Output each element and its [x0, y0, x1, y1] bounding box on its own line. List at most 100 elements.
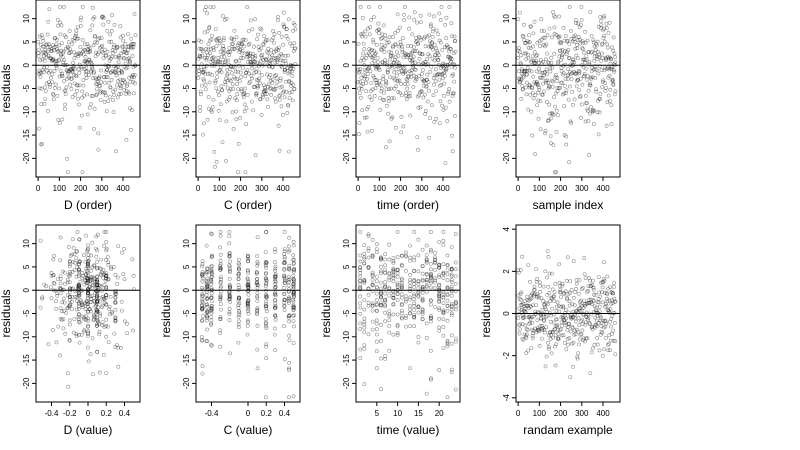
data-point — [273, 317, 278, 322]
data-point — [242, 92, 247, 96]
data-point — [609, 57, 614, 62]
data-point — [391, 276, 396, 281]
data-point — [541, 73, 546, 78]
data-point — [95, 318, 100, 323]
data-point — [249, 59, 254, 64]
data-point — [48, 285, 53, 290]
data-point — [444, 67, 449, 71]
data-point — [122, 88, 127, 92]
data-point — [115, 275, 120, 280]
data-point — [222, 36, 226, 40]
data-point — [557, 280, 562, 285]
data-point — [536, 326, 540, 331]
data-point — [77, 312, 81, 317]
data-point — [588, 321, 592, 326]
data-point — [205, 11, 210, 16]
data-point — [602, 260, 607, 265]
data-point — [79, 275, 84, 280]
data-point — [238, 41, 243, 46]
data-point — [442, 81, 447, 86]
data-point — [449, 34, 454, 39]
data-point — [424, 336, 429, 340]
data-point — [569, 36, 574, 41]
data-point — [535, 53, 540, 58]
data-point — [247, 41, 252, 46]
data-point — [383, 36, 388, 41]
data-point — [536, 90, 541, 95]
data-point — [264, 295, 269, 300]
data-point — [384, 103, 389, 108]
data-point — [56, 324, 61, 329]
data-point — [610, 298, 615, 303]
data-point — [404, 55, 409, 60]
data-point — [102, 271, 107, 276]
data-point — [525, 303, 529, 308]
data-point — [248, 56, 253, 61]
data-point — [236, 319, 241, 324]
data-point — [86, 316, 90, 321]
data-point — [228, 67, 233, 71]
data-point — [200, 307, 205, 312]
data-point — [205, 266, 210, 271]
data-point — [45, 68, 50, 73]
data-point — [419, 89, 424, 94]
data-point — [218, 331, 223, 336]
data-point — [408, 255, 413, 260]
data-point — [108, 85, 113, 90]
data-point — [592, 342, 597, 347]
data-point — [604, 26, 609, 31]
data-point — [254, 277, 259, 282]
data-point — [529, 296, 534, 301]
data-point — [557, 34, 562, 39]
data-point — [593, 64, 598, 69]
data-point — [585, 107, 590, 112]
data-point — [387, 314, 392, 318]
data-point — [282, 249, 287, 254]
data-point — [264, 58, 269, 62]
data-point — [399, 276, 404, 281]
data-point — [441, 295, 446, 300]
data-point — [532, 284, 537, 289]
data-point — [525, 297, 530, 302]
data-point — [199, 285, 204, 290]
data-point — [99, 284, 104, 289]
data-point — [86, 243, 90, 248]
data-point — [291, 82, 296, 87]
data-point — [233, 58, 238, 63]
data-point — [584, 54, 589, 59]
data-point — [89, 309, 94, 314]
data-point — [410, 49, 415, 54]
data-point — [518, 268, 523, 272]
data-point — [274, 47, 279, 51]
data-point — [387, 293, 392, 298]
data-point — [82, 59, 87, 64]
data-point — [375, 55, 380, 60]
data-point — [257, 70, 262, 75]
data-point — [245, 277, 250, 282]
data-point — [104, 248, 109, 253]
data-point — [90, 336, 95, 341]
data-point — [104, 109, 109, 114]
x-tick-label: 100 — [53, 184, 67, 193]
data-point — [273, 285, 277, 290]
data-point — [207, 26, 212, 31]
data-point — [564, 91, 568, 95]
data-point — [453, 260, 458, 265]
data-point — [223, 60, 228, 65]
data-point — [609, 290, 614, 295]
data-point — [210, 274, 214, 279]
data-point — [543, 364, 548, 369]
data-point — [538, 70, 542, 75]
data-point — [92, 317, 96, 322]
data-point — [125, 51, 130, 56]
data-point — [439, 72, 444, 77]
data-point — [600, 330, 605, 335]
data-point — [86, 345, 90, 350]
data-point — [544, 80, 549, 85]
data-point — [369, 55, 374, 60]
data-point — [83, 273, 88, 277]
data-point — [575, 79, 579, 83]
data-points — [516, 5, 618, 175]
data-point — [120, 308, 124, 313]
